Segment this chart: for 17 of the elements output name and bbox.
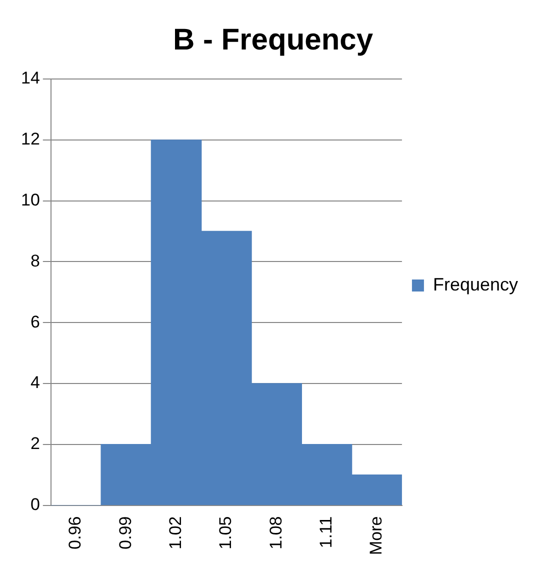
y-tick-label: 4 [30, 373, 40, 392]
x-tick-label: 1.11 [316, 516, 336, 548]
y-tick-label: 12 [20, 130, 40, 149]
chart-title: B - Frequency [172, 23, 374, 56]
y-tick-label: 0 [30, 494, 40, 514]
y-tick-label: 10 [20, 190, 40, 210]
x-tick-label: 1.08 [266, 516, 286, 550]
y-tick-label: 14 [20, 68, 40, 88]
x-tick-label: 1.05 [216, 516, 236, 550]
y-tick-label: 8 [30, 251, 40, 270]
x-tick-label: More [366, 516, 386, 556]
x-tick-label: 0.99 [116, 516, 135, 550]
legend-label: Frequency [432, 274, 518, 294]
x-tick-label: 0.96 [66, 516, 85, 550]
y-tick-label: 2 [30, 434, 40, 454]
y-tick-label: 6 [30, 312, 40, 332]
x-tick-label: 1.02 [166, 516, 185, 550]
